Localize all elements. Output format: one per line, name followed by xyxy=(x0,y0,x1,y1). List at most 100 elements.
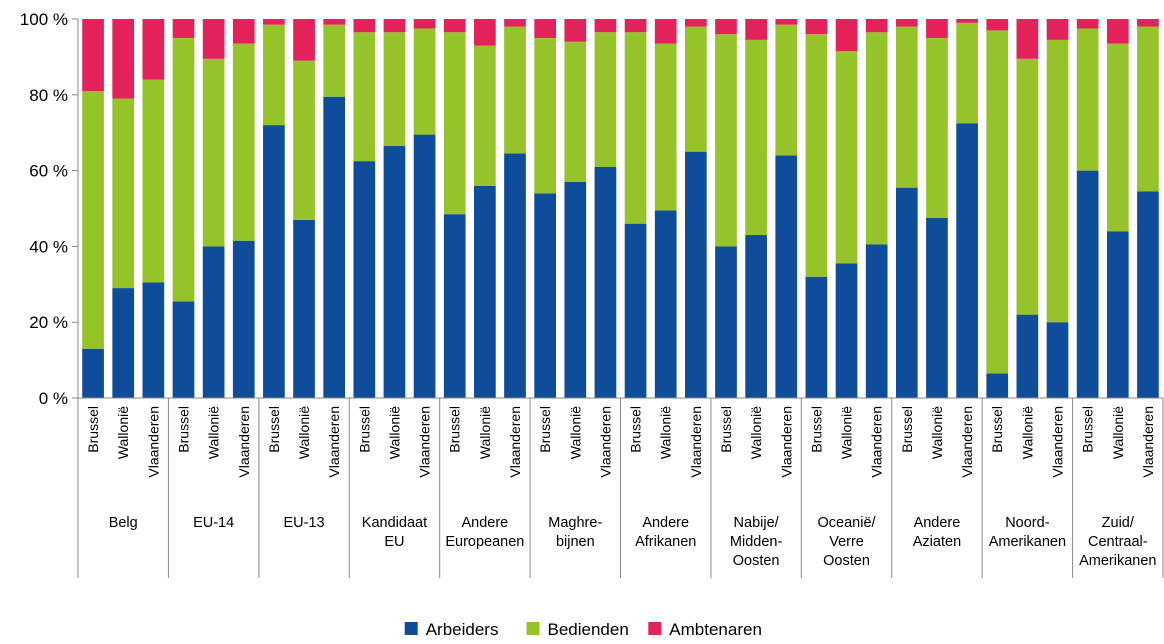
group-label-line: Centraal- xyxy=(1088,534,1148,550)
bar-ambtenaren-13 xyxy=(474,19,496,46)
group-label: Oceanië/Verre Oosten xyxy=(818,515,877,569)
bar-bedienden-19 xyxy=(654,43,677,211)
bar-bedienden-2 xyxy=(142,79,165,283)
bar-bedienden-3 xyxy=(172,37,195,302)
bar-arbeiders-12 xyxy=(443,214,466,398)
group-label: Andere Aziaten xyxy=(913,515,961,550)
sub-category-label: Brussel xyxy=(899,406,915,453)
group-label-line: EU-13 xyxy=(283,515,324,531)
bar-ambtenaren-27 xyxy=(895,19,918,27)
bar-ambtenaren-20 xyxy=(685,19,707,27)
bar-arbeiders-0 xyxy=(82,348,104,398)
bar-bedienden-7 xyxy=(293,60,315,220)
bar-bedienden-0 xyxy=(82,91,104,349)
bar-ambtenaren-31 xyxy=(1016,19,1039,59)
legend-swatch xyxy=(648,622,662,635)
sub-category-label: Vlaanderen xyxy=(417,406,433,478)
bar-arbeiders-10 xyxy=(383,145,406,398)
bar-arbeiders-34 xyxy=(1106,231,1129,398)
bar-arbeiders-15 xyxy=(534,193,556,398)
bar-ambtenaren-22 xyxy=(745,19,767,40)
bar-ambtenaren-17 xyxy=(594,19,617,33)
bar-ambtenaren-33 xyxy=(1076,19,1099,29)
y-tick-label: 0 % xyxy=(39,389,68,408)
sub-category-label: Vlaanderen xyxy=(869,406,885,478)
sub-category-label: Wallonië xyxy=(567,406,583,459)
group-label-line: Oosten xyxy=(823,553,870,569)
bar-ambtenaren-5 xyxy=(232,19,255,44)
group-label-line: Nabije/ xyxy=(734,515,780,531)
bar-ambtenaren-16 xyxy=(564,19,587,42)
bar-bedienden-29 xyxy=(956,22,978,124)
group-label-line: EU xyxy=(384,534,404,550)
sub-category-label: Vlaanderen xyxy=(688,406,704,478)
bar-arbeiders-29 xyxy=(956,123,978,398)
bar-bedienden-1 xyxy=(112,98,135,289)
group-label-line: Maghre- xyxy=(548,515,602,531)
bar-bedienden-35 xyxy=(1137,26,1159,192)
bar-ambtenaren-14 xyxy=(504,19,526,27)
bar-ambtenaren-19 xyxy=(654,19,677,44)
group-label: Noord- Amerikanen xyxy=(989,515,1066,550)
group-label-line: Afrikanen xyxy=(635,534,696,550)
bar-bedienden-23 xyxy=(775,24,798,156)
sub-category-label: Vlaanderen xyxy=(145,406,161,478)
group-label: Andere Afrikanen xyxy=(635,515,696,550)
bar-bedienden-5 xyxy=(232,43,255,241)
sub-category-label: Brussel xyxy=(175,406,191,453)
sub-category-label: Wallonië xyxy=(748,406,764,459)
bar-bedienden-32 xyxy=(1046,39,1069,323)
bar-bedienden-25 xyxy=(835,51,858,264)
bar-arbeiders-14 xyxy=(504,153,526,398)
bar-arbeiders-30 xyxy=(986,373,1009,398)
bar-arbeiders-9 xyxy=(353,161,376,399)
bars xyxy=(82,19,1159,399)
bar-arbeiders-23 xyxy=(775,155,798,398)
bar-ambtenaren-9 xyxy=(353,19,376,33)
group-label-line: Noord- xyxy=(1005,515,1049,531)
bar-bedienden-11 xyxy=(413,28,436,135)
sub-category-label: Vlaanderen xyxy=(507,406,523,478)
bar-arbeiders-27 xyxy=(895,187,918,398)
bar-ambtenaren-8 xyxy=(323,19,346,25)
bar-arbeiders-1 xyxy=(112,288,135,398)
y-ticks: 0 % 20 % 40 % 60 % 80 % 100 % xyxy=(20,10,78,408)
bar-ambtenaren-23 xyxy=(775,19,798,25)
bar-bedienden-14 xyxy=(504,26,526,154)
sub-category-label: Brussel xyxy=(718,406,734,453)
bar-arbeiders-7 xyxy=(293,219,315,398)
group-label-line: Andere xyxy=(914,515,961,531)
bar-bedienden-12 xyxy=(443,32,466,215)
sub-category-label: Brussel xyxy=(266,406,282,453)
sub-category-label: Vlaanderen xyxy=(326,406,342,478)
bar-ambtenaren-7 xyxy=(293,19,315,61)
bar-ambtenaren-3 xyxy=(172,19,195,38)
group-label-line: Aziaten xyxy=(913,534,961,550)
bar-ambtenaren-34 xyxy=(1106,19,1129,44)
sub-category-label: Brussel xyxy=(356,406,372,453)
y-tick-label: 80 % xyxy=(29,86,68,105)
bar-ambtenaren-1 xyxy=(112,19,135,99)
sub-category-label: Vlaanderen xyxy=(236,406,252,478)
sub-category-labels: Brussel Wallonië Vlaanderen Brussel Wallonië… xyxy=(85,406,1156,478)
bar-ambtenaren-12 xyxy=(443,19,466,33)
bar-arbeiders-32 xyxy=(1046,322,1069,398)
legend-item-arbeiders: Arbeiders xyxy=(404,620,498,639)
group-label: Nabije/Midden- Oosten xyxy=(730,515,783,569)
bar-bedienden-18 xyxy=(624,32,647,224)
bar-bedienden-26 xyxy=(865,32,888,245)
bar-arbeiders-18 xyxy=(624,223,647,398)
bar-ambtenaren-15 xyxy=(534,19,556,38)
group-label: Zuid/Centraal- Amerikanen xyxy=(1079,515,1156,569)
bar-arbeiders-11 xyxy=(413,134,436,398)
bar-bedienden-9 xyxy=(353,32,376,162)
group-label-line: Kandidaat xyxy=(362,515,427,531)
legend: Arbeiders Bedienden Ambtenaren xyxy=(404,620,762,639)
bar-arbeiders-19 xyxy=(654,210,677,398)
bar-ambtenaren-11 xyxy=(413,19,436,29)
sub-category-label: Vlaanderen xyxy=(959,406,975,478)
bar-ambtenaren-30 xyxy=(986,19,1009,31)
bar-arbeiders-21 xyxy=(715,246,737,398)
